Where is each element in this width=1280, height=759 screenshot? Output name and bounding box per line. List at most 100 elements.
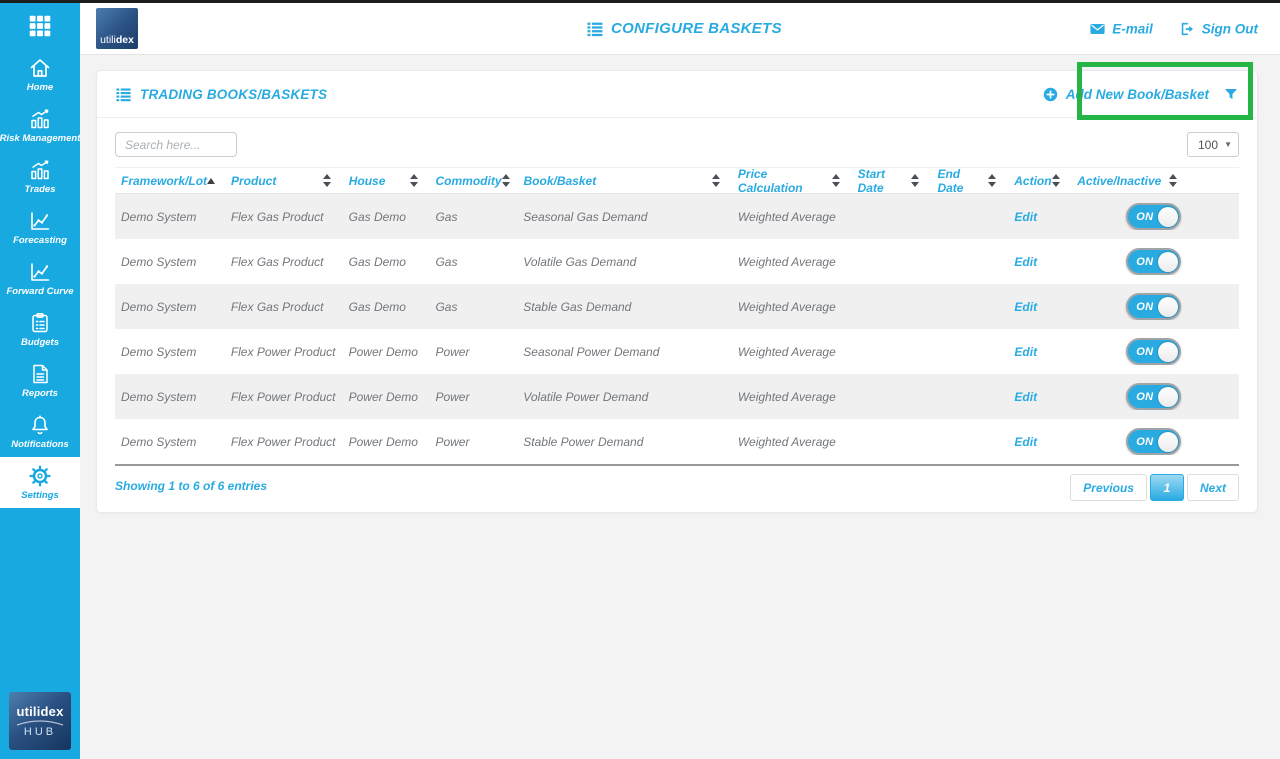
table-header-row: Framework/Lot Product House Commodity	[115, 167, 1239, 195]
sidebar-item-label: Home	[26, 82, 54, 93]
cell-book-basket: Seasonal Power Demand	[523, 344, 660, 359]
sidebar-item-label: Reports	[22, 388, 58, 399]
sort-both-icon	[911, 174, 920, 187]
page-size-value: 100	[1198, 137, 1219, 152]
envelope-icon	[1089, 20, 1106, 37]
active-toggle[interactable]: ON	[1126, 203, 1182, 230]
apps-menu-button[interactable]	[0, 3, 80, 49]
next-page-button[interactable]: Next	[1186, 474, 1239, 501]
utilidex-hub-logo[interactable]: utilidex HUB	[9, 692, 71, 750]
panel-header-actions: Add New Book/Basket	[1042, 86, 1239, 103]
column-header-active-inactive[interactable]: Active/Inactive	[1071, 174, 1239, 188]
cell-price-calculation: Weighted Average	[737, 299, 836, 314]
cell-house: Gas Demo	[348, 299, 406, 314]
gear-icon	[28, 464, 52, 488]
filter-funnel-icon[interactable]	[1223, 86, 1239, 102]
active-toggle[interactable]: ON	[1126, 293, 1182, 320]
current-page-button[interactable]: 1	[1149, 474, 1184, 501]
hub-sub-text: HUB	[23, 726, 57, 738]
sidebar-item-settings[interactable]: Settings	[0, 457, 80, 508]
cell-framework-lot: Demo System	[121, 389, 197, 404]
hub-arc-decoration	[15, 720, 65, 726]
column-label: Book/Basket	[523, 173, 597, 188]
sign-out-link[interactable]: Sign Out	[1179, 20, 1258, 37]
line-chart-icon	[28, 209, 52, 233]
add-new-book-basket-label: Add New Book/Basket	[1065, 86, 1209, 102]
sidebar-item-label: Budgets	[21, 337, 59, 348]
app-header: utilidex CONFIGURE BASKETS E-mail	[80, 3, 1280, 55]
column-header-framework-lot[interactable]: Framework/Lot	[115, 174, 225, 188]
toggle-knob	[1158, 431, 1179, 452]
edit-link[interactable]: Edit	[1014, 389, 1038, 404]
sidebar-item-forward-curve[interactable]: Forward Curve	[0, 253, 80, 304]
line-chart-icon	[28, 260, 52, 284]
previous-page-button[interactable]: Previous	[1070, 474, 1147, 501]
edit-link[interactable]: Edit	[1014, 254, 1038, 269]
column-header-book-basket[interactable]: Book/Basket	[518, 174, 732, 188]
column-header-house[interactable]: House	[343, 174, 430, 188]
home-icon	[28, 56, 52, 80]
sort-both-icon	[409, 174, 418, 187]
column-header-end-date[interactable]: End Date	[931, 167, 1008, 195]
sidebar-item-reports[interactable]: Reports	[0, 355, 80, 406]
sort-asc-icon	[207, 177, 216, 184]
cell-book-basket: Volatile Power Demand	[523, 389, 649, 404]
cell-price-calculation: Weighted Average	[737, 254, 836, 269]
toggle-state-label: ON	[1136, 345, 1154, 358]
edit-link[interactable]: Edit	[1014, 344, 1038, 359]
sidebar-item-label: Risk Management	[0, 133, 81, 144]
page-size-select[interactable]: 100 ▼	[1187, 132, 1239, 157]
column-label: House	[348, 173, 386, 188]
active-toggle[interactable]: ON	[1126, 383, 1182, 410]
cell-commodity: Power	[435, 344, 470, 359]
edit-link[interactable]: Edit	[1014, 299, 1038, 314]
sidebar-item-risk-management[interactable]: Risk Management	[0, 100, 80, 151]
sidebar-item-home[interactable]: Home	[0, 49, 80, 100]
table-footer: Showing 1 to 6 of 6 entries Previous 1 N…	[97, 466, 1257, 516]
sort-both-icon	[988, 174, 997, 187]
bell-icon	[28, 413, 52, 437]
email-link[interactable]: E-mail	[1089, 20, 1153, 37]
cell-framework-lot: Demo System	[121, 209, 197, 224]
cell-book-basket: Stable Gas Demand	[523, 299, 632, 314]
panel-header: TRADING BOOKS/BASKETS Add New Book/Baske…	[97, 71, 1257, 118]
sidebar-item-forecasting[interactable]: Forecasting	[0, 202, 80, 253]
column-header-action[interactable]: Action	[1008, 174, 1071, 188]
add-new-book-basket-button[interactable]: Add New Book/Basket	[1042, 86, 1209, 103]
cell-commodity: Gas	[435, 299, 458, 314]
column-header-start-date[interactable]: Start Date	[852, 167, 932, 195]
sidebar-item-notifications[interactable]: Notifications	[0, 406, 80, 457]
column-label: Framework/Lot	[121, 173, 208, 188]
column-header-product[interactable]: Product	[225, 174, 343, 188]
cell-product: Flex Gas Product	[230, 299, 324, 314]
toggle-state-label: ON	[1136, 210, 1154, 223]
sidebar-item-budgets[interactable]: Budgets	[0, 304, 80, 355]
panel-title-text: TRADING BOOKS/BASKETS	[140, 86, 328, 102]
document-icon	[28, 362, 52, 386]
edit-link[interactable]: Edit	[1014, 434, 1038, 449]
toggle-state-label: ON	[1136, 435, 1154, 448]
top-dark-strip	[0, 0, 1280, 3]
column-header-price-calculation[interactable]: Price Calculation	[732, 167, 852, 195]
column-label: Price Calculation	[737, 166, 803, 195]
cell-house: Gas Demo	[348, 209, 406, 224]
column-header-commodity[interactable]: Commodity	[430, 174, 518, 188]
panel-title: TRADING BOOKS/BASKETS	[115, 86, 327, 103]
page-title-text: CONFIGURE BASKETS	[610, 20, 782, 37]
baskets-table: Framework/Lot Product House Commodity	[115, 167, 1239, 466]
toggle-state-label: ON	[1136, 255, 1154, 268]
active-toggle[interactable]: ON	[1126, 248, 1182, 275]
sidebar-item-trades[interactable]: Trades	[0, 151, 80, 202]
cell-product: Flex Power Product	[230, 389, 336, 404]
cell-framework-lot: Demo System	[121, 434, 197, 449]
column-label: Start Date	[857, 166, 885, 195]
edit-link[interactable]: Edit	[1014, 209, 1038, 224]
cell-price-calculation: Weighted Average	[737, 209, 836, 224]
utilidex-logo[interactable]: utilidex	[96, 8, 138, 49]
toggle-knob	[1158, 386, 1179, 407]
active-toggle[interactable]: ON	[1126, 338, 1182, 365]
clipboard-icon	[28, 311, 52, 335]
search-input[interactable]	[115, 132, 237, 157]
table-row: Demo System Flex Gas Product Gas Demo Ga…	[115, 239, 1239, 284]
active-toggle[interactable]: ON	[1126, 428, 1182, 455]
